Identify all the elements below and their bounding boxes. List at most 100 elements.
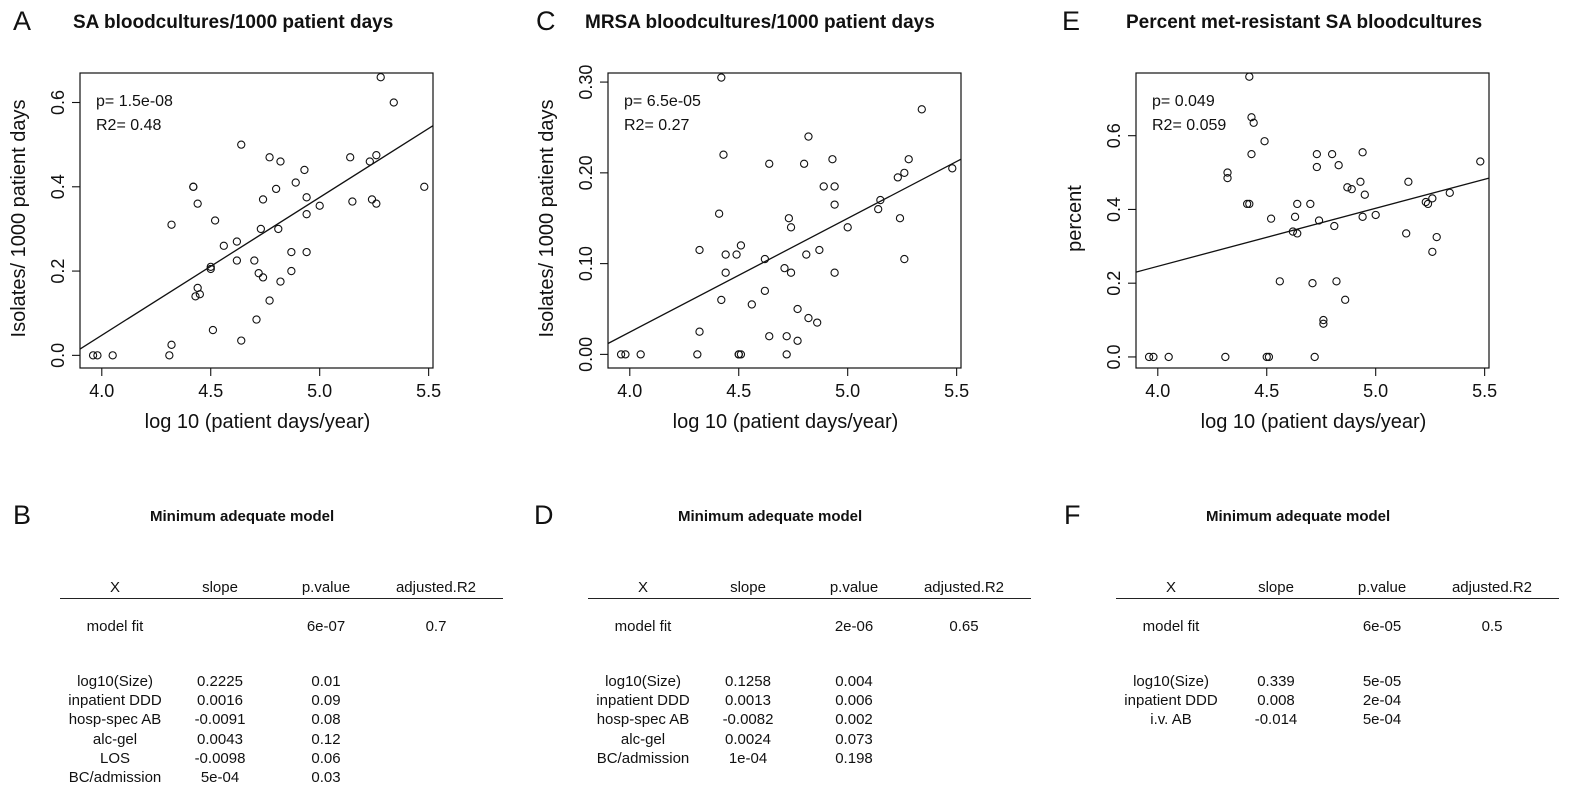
data-point <box>250 256 259 265</box>
data-point <box>616 350 626 359</box>
data-point <box>1245 199 1254 209</box>
data-point <box>828 155 837 164</box>
model-table-f: F Minimum adequate model X slope p.value… <box>1056 490 1584 800</box>
model-fit-label: model fit <box>1142 618 1200 635</box>
y-tick-label: 0.10 <box>576 246 596 281</box>
data-point <box>843 223 852 232</box>
data-point <box>372 151 381 160</box>
row-pvalue: 0.006 <box>835 692 873 710</box>
data-point <box>258 195 268 204</box>
data-point <box>1347 185 1356 194</box>
data-point <box>1290 212 1300 221</box>
y-tick-label: 0.30 <box>576 65 596 100</box>
x-tick-label: 4.5 <box>726 381 751 401</box>
data-point <box>265 153 274 162</box>
p-value-annotation: p= 6.5e-05 <box>624 93 701 110</box>
row-x-label: log10(Size) <box>1133 673 1209 690</box>
panel-letter: B <box>13 500 32 530</box>
data-point <box>237 336 246 345</box>
model-fit-label: model fit <box>614 618 672 635</box>
model-fit-adjr2: 0.7 <box>425 618 447 635</box>
data-point <box>1314 216 1324 225</box>
data-point <box>719 150 728 159</box>
data-point <box>1428 247 1437 256</box>
data-point <box>900 168 909 177</box>
data-point <box>1288 227 1298 236</box>
data-point <box>1266 214 1276 223</box>
row-slope: 0.2225 <box>197 673 243 690</box>
data-point <box>1428 194 1437 203</box>
data-point <box>1249 118 1258 127</box>
data-point <box>693 350 702 359</box>
data-point <box>232 237 242 246</box>
data-point <box>206 262 215 272</box>
panel-letter: A <box>13 6 32 36</box>
data-point <box>780 264 789 273</box>
data-point <box>367 195 377 204</box>
data-point <box>786 223 796 232</box>
panel-a: A SA bloodcultures/1000 patient days 4.0… <box>0 0 528 450</box>
row-slope: 0.0043 <box>197 730 243 748</box>
y-tick-label: 0.0 <box>48 343 68 368</box>
row-x-label: hosp-spec AB <box>596 711 690 729</box>
data-point <box>237 140 246 149</box>
chart-title: MRSA bloodcultures/1000 patient days <box>585 12 935 33</box>
data-point <box>1356 177 1365 186</box>
data-point <box>736 350 746 359</box>
data-point <box>1149 352 1158 362</box>
data-point <box>365 157 374 166</box>
x-tick-label: 5.5 <box>944 381 969 401</box>
row-x-label: BC/admission <box>596 749 690 767</box>
data-point <box>904 155 913 164</box>
data-point <box>1402 229 1411 238</box>
column-header-x: X <box>109 579 120 596</box>
row-pvalue: 2e-04 <box>1362 692 1402 710</box>
r2-annotation: R2= 0.48 <box>96 117 161 134</box>
data-point <box>287 266 296 276</box>
model-table-b: B Minimum adequate model X slope p.value… <box>0 490 528 800</box>
regression-line <box>79 125 434 350</box>
row-x-label: alc-gel <box>92 730 138 748</box>
data-point <box>1404 177 1413 186</box>
row-slope: 1e-04 <box>728 749 768 767</box>
data-point <box>1247 113 1256 122</box>
column-header-adjr2: adjusted.R2 <box>923 579 1005 596</box>
data-point <box>747 300 756 309</box>
data-point <box>1223 168 1232 177</box>
data-point <box>1312 149 1322 159</box>
data-point <box>271 184 281 194</box>
x-tick-label: 5.5 <box>1472 381 1497 401</box>
row-x-label: inpatient DDD <box>596 692 690 710</box>
data-point <box>830 182 839 191</box>
plot-frame <box>79 72 434 369</box>
p-value-annotation: p= 0.049 <box>1152 93 1215 110</box>
data-point <box>1275 277 1284 286</box>
panel-letter: E <box>1062 6 1081 36</box>
row-pvalue: 0.08 <box>311 711 341 729</box>
y-tick-label: 0.00 <box>576 337 596 372</box>
data-point <box>1312 162 1322 172</box>
data-point <box>372 199 381 208</box>
model-table-d: D Minimum adequate model X slope p.value… <box>528 490 1056 800</box>
data-point <box>736 241 746 250</box>
data-point <box>208 325 218 335</box>
data-point <box>1358 148 1367 157</box>
r2-annotation: R2= 0.27 <box>624 117 689 134</box>
data-point <box>88 351 98 360</box>
data-point <box>254 269 263 278</box>
row-x-label: inpatient DDD <box>68 692 162 710</box>
x-tick-label: 5.0 <box>1363 381 1388 401</box>
data-point <box>346 153 355 162</box>
row-pvalue: 0.12 <box>311 730 341 748</box>
regression-line <box>607 158 962 345</box>
data-point <box>734 350 743 359</box>
data-point <box>793 304 802 314</box>
data-point <box>93 351 102 360</box>
scatter-plot-e: 4.0 4.5 5.0 5.5 0.0 0.2 0.4 0.6 log 10 (patient … <box>1064 72 1497 433</box>
data-point <box>195 290 204 299</box>
row-slope: 0.339 <box>1257 673 1295 690</box>
y-tick-label: 0.2 <box>48 259 68 284</box>
row-x-label: LOS <box>99 749 130 767</box>
y-tick-label: 0.6 <box>1104 123 1124 148</box>
table-title: Minimum adequate model <box>678 508 863 525</box>
